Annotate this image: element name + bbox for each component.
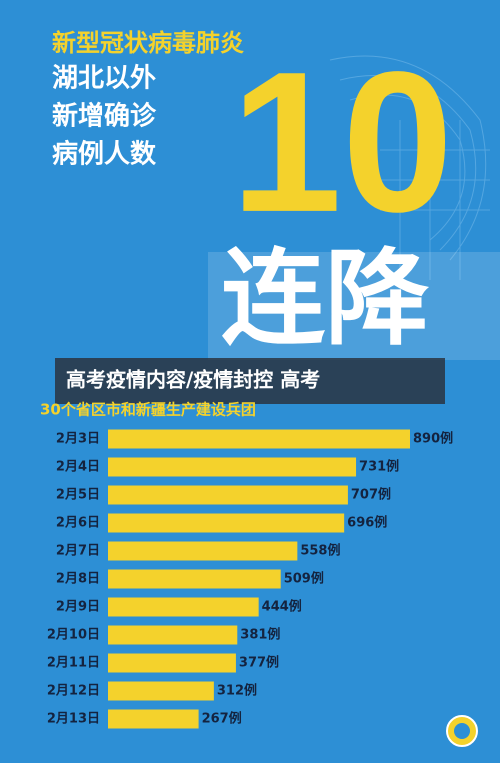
category-label: 2月13日: [47, 712, 100, 727]
value-label: 444例: [262, 599, 302, 615]
category-label: 2月11日: [47, 656, 100, 671]
bar: [108, 457, 357, 477]
bar: [108, 541, 298, 561]
value-label: 731例: [359, 459, 399, 475]
headline-text: 连降: [221, 237, 429, 359]
subtitle: 30个省区市和新疆生产建设兵团: [40, 401, 256, 419]
value-label: 312例: [217, 683, 257, 699]
category-label: 2月5日: [56, 488, 100, 503]
title-line: 病例人数: [52, 140, 157, 170]
bar: [108, 513, 345, 533]
value-label: 377例: [239, 655, 279, 671]
bar: [108, 569, 281, 589]
banner-text: 高考疫情内容/疫情封控 高考: [66, 368, 320, 392]
emblem: [446, 715, 478, 747]
title: 新型冠状病毒肺炎: [52, 29, 244, 57]
bar: [108, 429, 410, 449]
category-label: 2月8日: [56, 572, 100, 587]
category-label: 2月12日: [47, 684, 100, 699]
decor-grid: [329, 55, 490, 280]
value-label: 509例: [284, 571, 324, 587]
bar: [108, 681, 214, 701]
value-label: 558例: [300, 543, 340, 559]
bar: [108, 709, 199, 729]
bar: [108, 625, 238, 645]
value-label: 890例: [413, 431, 453, 447]
category-label: 2月6日: [56, 516, 100, 531]
value-label: 267例: [202, 711, 242, 727]
headline-number: 10: [231, 31, 453, 254]
value-label: 707例: [351, 487, 391, 503]
title-line: 湖北以外: [52, 64, 156, 94]
category-label: 2月4日: [56, 460, 100, 475]
banner: [55, 358, 445, 404]
category-label: 2月3日: [56, 432, 100, 447]
emblem-inner: [454, 723, 470, 739]
value-label: 381例: [240, 627, 280, 643]
category-label: 2月10日: [47, 628, 100, 643]
category-label: 2月9日: [56, 600, 100, 615]
bar: [108, 485, 348, 505]
title-line: 新增确诊: [52, 101, 157, 132]
bar: [108, 653, 236, 673]
value-label: 696例: [347, 515, 387, 531]
category-label: 2月7日: [56, 544, 100, 559]
bar: [108, 597, 259, 617]
headline-backdrop: [208, 252, 500, 360]
